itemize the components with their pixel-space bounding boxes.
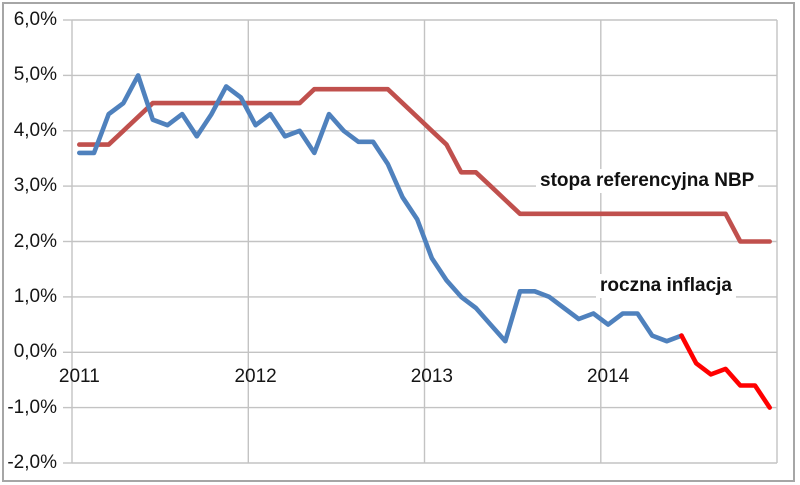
y-axis-label: 6,0% xyxy=(13,9,57,30)
y-axis-label: -1,0% xyxy=(7,396,57,418)
y-axis-label: 1,0% xyxy=(13,285,57,307)
series-label-inflation: roczna inflacja xyxy=(596,274,736,298)
series-inflation-deflation-highlight xyxy=(679,333,773,410)
series-nbp-rate xyxy=(77,86,773,244)
y-axis-label: 5,0% xyxy=(13,64,57,86)
x-axis-label: 2014 xyxy=(586,366,630,387)
series-label-nbp-rate: stopa referencyjna NBP xyxy=(536,169,759,193)
x-axis-label: 2013 xyxy=(410,366,453,387)
y-axis-label: 3,0% xyxy=(13,175,57,197)
x-axis-label: 2012 xyxy=(234,366,277,387)
y-axis-label: 0,0% xyxy=(13,341,57,363)
x-axis-label: 2011 xyxy=(58,366,100,387)
series-inflation xyxy=(77,73,684,344)
y-axis-label: 2,0% xyxy=(13,230,57,252)
y-axis-label: -2,0% xyxy=(7,452,57,473)
y-axis-label: 4,0% xyxy=(13,119,57,141)
